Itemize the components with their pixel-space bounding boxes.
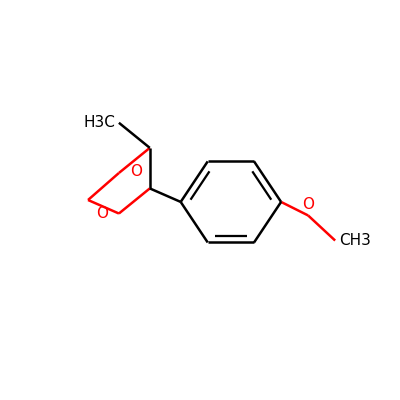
Text: CH3: CH3 xyxy=(339,233,371,248)
Text: O: O xyxy=(302,197,314,212)
Text: O: O xyxy=(96,206,108,221)
Text: H3C: H3C xyxy=(83,115,115,130)
Text: O: O xyxy=(130,164,142,178)
